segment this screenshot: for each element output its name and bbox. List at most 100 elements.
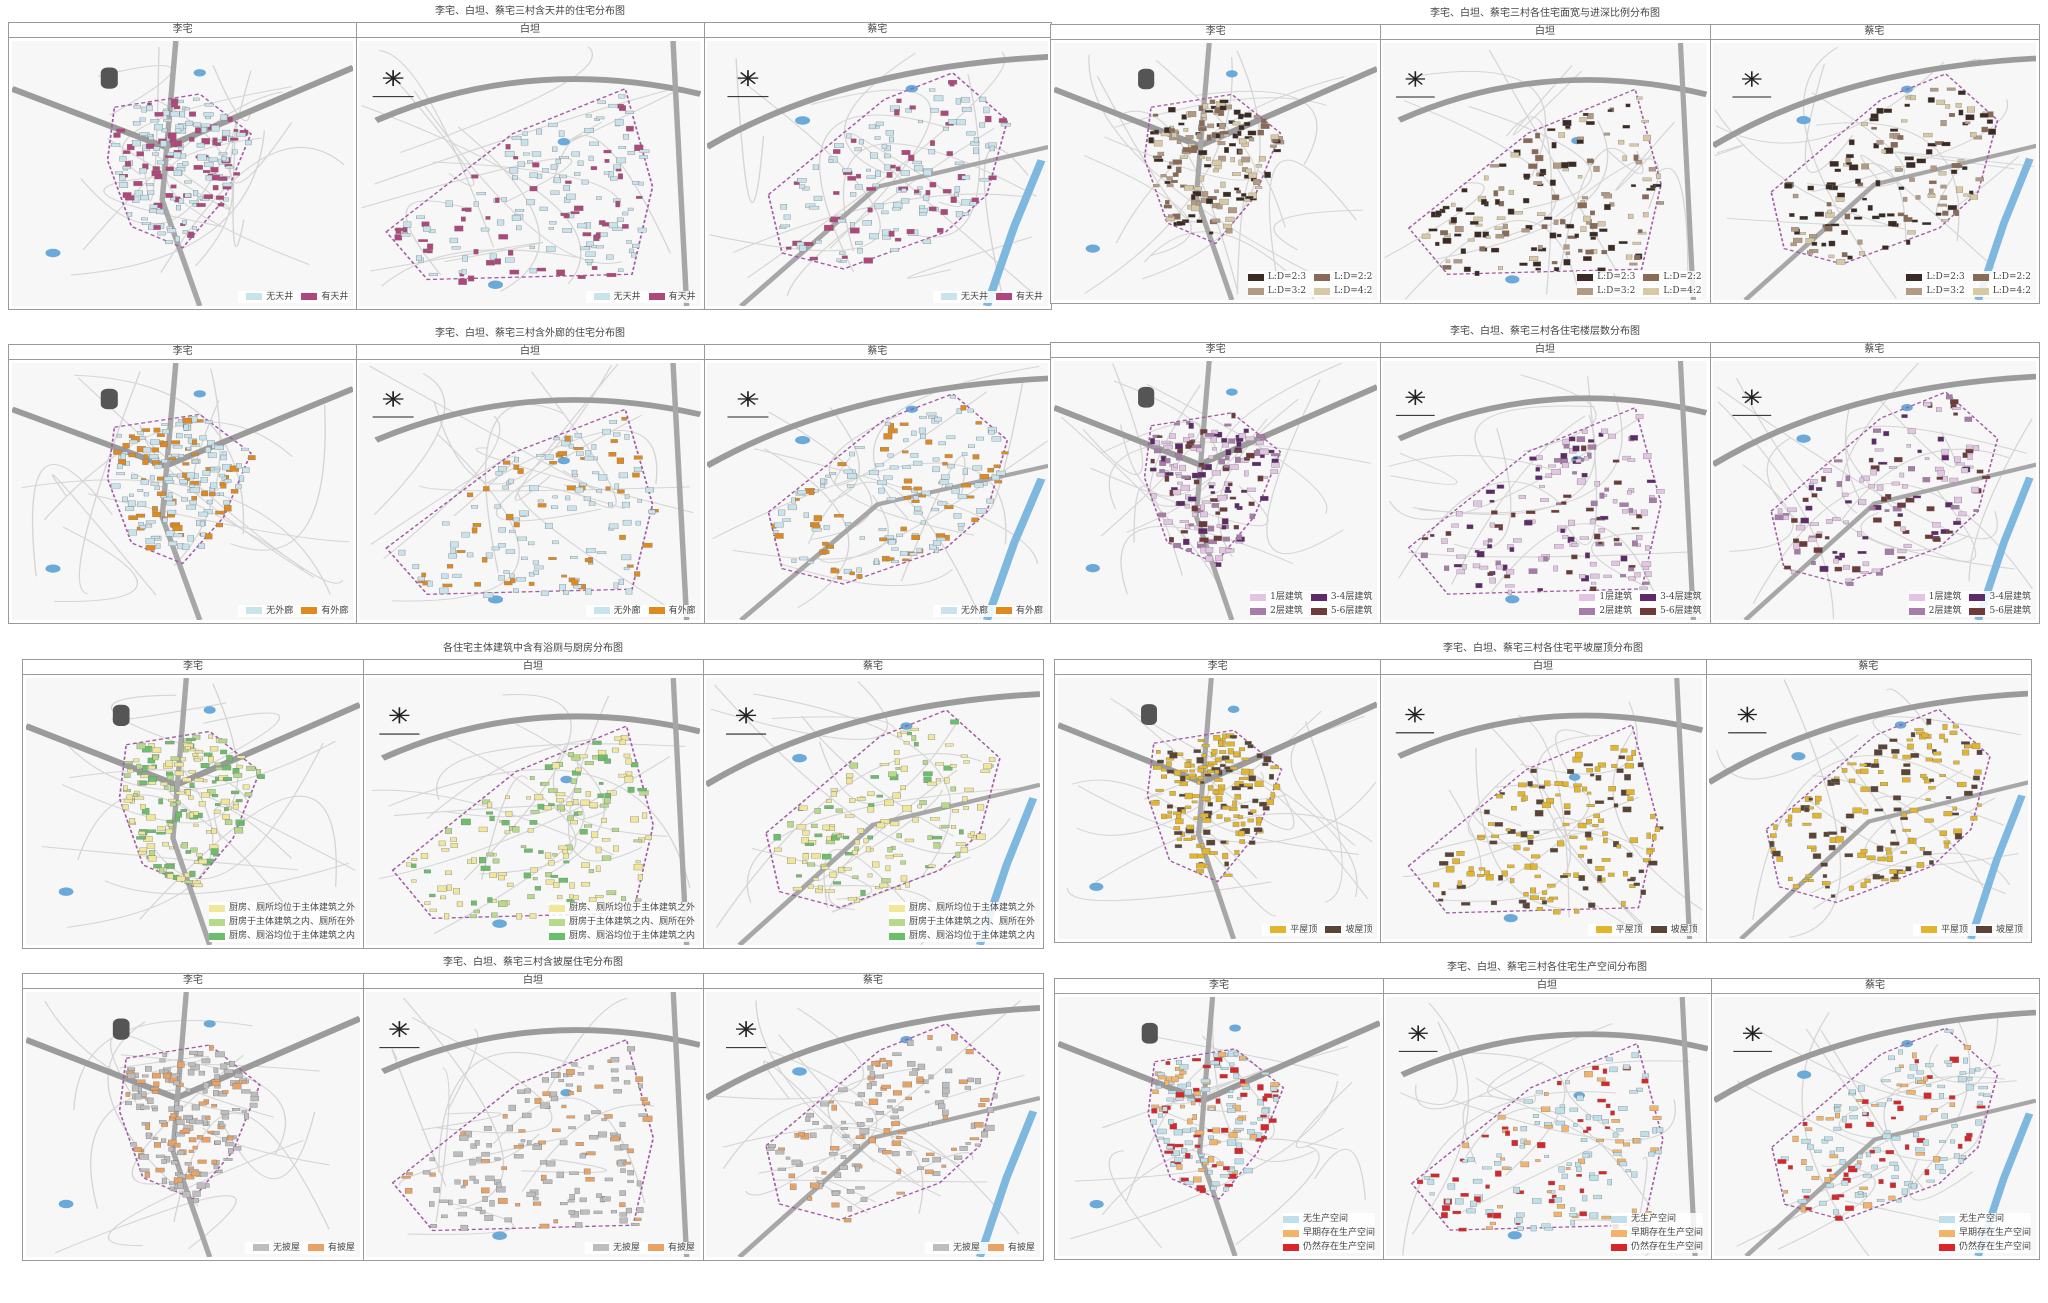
legend-swatch <box>1282 1215 1299 1223</box>
sports-field-icon <box>100 67 118 89</box>
village-column: 蔡宅 L:D=2:3 L:D=2:2 L:D=3:2 L:D=4:2 <box>1709 25 2039 303</box>
legend-swatch <box>1610 1229 1627 1237</box>
village-column: 李宅 L:D=2:3 L:D=2:2 L:D=3:2 L:D=4:2 <box>1051 25 1381 303</box>
legend-label: 早期存在生产空间 <box>1302 1228 1375 1238</box>
column-divider <box>702 974 704 1260</box>
map-canvas <box>1058 997 1380 1256</box>
legend-item: 有披屋 <box>987 1242 1035 1254</box>
village-name: 李宅 <box>9 23 357 38</box>
legend-swatch <box>208 932 225 940</box>
village-column: 白坦 无天井 有天井 <box>356 23 704 309</box>
legend-item: 有外廊 <box>301 605 348 617</box>
map-legend: 无披屋 有披屋 <box>244 1241 355 1254</box>
legend-swatch <box>1920 925 1937 933</box>
legend-swatch <box>1969 593 1986 601</box>
legend-swatch <box>1640 593 1657 601</box>
map-frame: 李宅 厨房、厕所均位于主体建筑之外 厨房于主体建筑之内、厕所在外 厨房、厕浴均位于主体… <box>22 659 1044 949</box>
legend-swatch <box>888 932 905 940</box>
panel-production: 李宅、白坦、蔡宅三村各住宅生产空间分布图 李宅 无生产空间 早期存在生产空间 仍然存在生… <box>1054 962 2040 1260</box>
legend-item: L:D=2:2 <box>1314 271 1372 283</box>
legend-label: 1层建筑 <box>1599 592 1633 602</box>
map-legend: L:D=2:3 L:D=2:2 L:D=3:2 L:D=4:2 <box>1247 271 1373 297</box>
legend-grid: L:D=2:3 L:D=2:2 L:D=3:2 L:D=4:2 <box>1577 271 1702 297</box>
legend-item: 1层建筑 <box>1579 591 1632 603</box>
legend-item: 有披屋 <box>307 1242 355 1254</box>
legend-label: 有披屋 <box>327 1242 355 1253</box>
village-map <box>705 678 1040 945</box>
sports-field-icon <box>1138 386 1155 408</box>
legend-item: 有天井 <box>648 291 696 303</box>
village-name: 蔡宅 <box>702 660 1043 675</box>
legend-item: 厨房于主体建筑之内、厕所在外 <box>208 916 355 928</box>
legend-item: 有外廊 <box>995 605 1043 617</box>
north-arrow-icon <box>727 391 769 418</box>
map-frame: 李宅 平屋顶 坡屋顶 白坦 平屋顶 坡屋顶 蔡宅 平屋顶 坡屋顶 <box>1054 659 2032 943</box>
village-name: 白坦 <box>356 345 704 360</box>
legend-swatch <box>1579 593 1596 601</box>
legend-grid: L:D=2:3 L:D=2:2 L:D=3:2 L:D=4:2 <box>1906 271 2031 297</box>
legend-label: 无天井 <box>266 291 294 302</box>
legend-label: 有天井 <box>1015 291 1043 302</box>
map-legend: L:D=2:3 L:D=2:2 L:D=3:2 L:D=4:2 <box>1577 271 1702 297</box>
village-column: 蔡宅 无外廊 有外廊 <box>703 345 1051 623</box>
map-canvas <box>12 41 354 306</box>
legend-swatch <box>1247 287 1264 295</box>
legend-item: 3-4层建筑 <box>1969 591 2031 603</box>
north-arrow-icon <box>1733 1025 1772 1052</box>
legend-swatch <box>995 606 1012 614</box>
legend-swatch <box>1314 273 1331 281</box>
map-canvas <box>365 678 700 945</box>
panel-annex: 李宅、白坦、蔡宅三村含披屋住宅分布图 李宅 无披屋 有披屋 白坦 无披屋 有披屋 蔡宅 无披屋 有… <box>22 957 1044 1261</box>
map-legend: 无外廊 有外廊 <box>932 604 1043 617</box>
legend-label: 平屋顶 <box>1940 924 1968 935</box>
map-legend: 无披屋 有披屋 <box>924 1241 1035 1254</box>
legend-label: 2层建筑 <box>1928 606 1962 616</box>
legend-item: 无生产空间 <box>1282 1213 1375 1225</box>
legend-item: L:D=2:2 <box>1972 271 2031 283</box>
legend-item: 5-6层建筑 <box>1310 605 1372 617</box>
map-canvas <box>1058 678 1378 939</box>
map-frame: 李宅 无生产空间 早期存在生产空间 仍然存在生产空间 白坦 无生产空间 早期存在生产空间 仍然… <box>1054 978 2040 1260</box>
village-map <box>1054 43 1378 300</box>
legend-swatch <box>1579 607 1596 615</box>
legend-item: L:D=4:2 <box>1972 285 2031 297</box>
legend-label: 厨房于主体建筑之内、厕所在外 <box>568 917 695 927</box>
legend-item: L:D=4:2 <box>1643 285 1702 297</box>
legend-label: L:D=4:2 <box>1334 286 1373 296</box>
panel-title: 李宅、白坦、蔡宅三村各住宅面宽与进深比例分布图 <box>1430 8 1660 19</box>
legend-swatch <box>1577 273 1594 281</box>
map-canvas <box>1383 678 1703 939</box>
legend-item: 平屋顶 <box>1270 924 1317 936</box>
legend-label: 有披屋 <box>1007 1242 1035 1253</box>
legend-label: 平屋顶 <box>1615 924 1643 935</box>
column-divider <box>362 974 364 1260</box>
legend-item: 无披屋 <box>932 1242 980 1254</box>
legend-label: 无披屋 <box>272 1242 300 1253</box>
sports-field-icon <box>1141 1022 1158 1044</box>
legend-swatch <box>1247 273 1264 281</box>
village-name: 蔡宅 <box>703 23 1051 38</box>
column-divider <box>1710 979 1712 1259</box>
legend-list: 厨房、厕所均位于主体建筑之外 厨房于主体建筑之内、厕所在外 厨房、厕浴均位于主体建筑… <box>208 902 355 942</box>
legend-item: 无外廊 <box>246 605 293 617</box>
north-arrow-icon <box>1396 389 1436 416</box>
village-name: 李宅 <box>9 345 357 360</box>
legend-item: 3-4层建筑 <box>1640 591 1702 603</box>
map-legend: 1层建筑 3-4层建筑 2层建筑 5-6层建筑 <box>1579 591 1702 617</box>
legend-swatch <box>1650 925 1667 933</box>
legend-swatch <box>246 606 263 614</box>
legend-list: 厨房、厕所均位于主体建筑之外 厨房于主体建筑之内、厕所在外 厨房、厕浴均位于主体建筑… <box>888 902 1035 942</box>
map-canvas <box>1712 43 2036 300</box>
legend-label: 有披屋 <box>667 1242 695 1253</box>
legend-swatch <box>1577 287 1594 295</box>
legend-item: 早期存在生产空间 <box>1610 1227 1703 1239</box>
map-canvas <box>706 363 1048 620</box>
legend-label: 无披屋 <box>612 1242 640 1253</box>
legend-swatch <box>252 1243 269 1251</box>
village-map <box>12 363 354 620</box>
legend-label: 厨房于主体建筑之内、厕所在外 <box>228 917 355 927</box>
column-divider <box>703 345 705 623</box>
column-divider <box>1705 660 1707 942</box>
legend-item: L:D=2:3 <box>1906 271 1965 283</box>
legend-label: 1层建筑 <box>1928 592 1962 602</box>
